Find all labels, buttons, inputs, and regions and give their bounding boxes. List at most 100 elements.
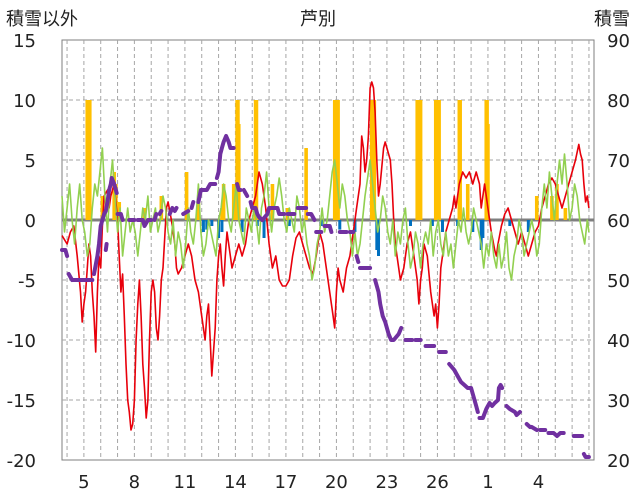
- snow-depth-segment: [60, 248, 70, 258]
- precip-bar: [262, 220, 266, 238]
- precip-bar: [430, 220, 434, 226]
- snow-depth-segment: [167, 206, 179, 216]
- precip-bar: [240, 220, 244, 232]
- chart-title: 芦別: [300, 9, 336, 30]
- x-tick-label: 1: [482, 472, 493, 493]
- snow-depth-segment: [354, 254, 361, 264]
- temperature-line: [61, 81, 590, 431]
- right-tick-label: 90: [607, 31, 630, 52]
- left-tick-label: -10: [7, 331, 36, 352]
- precip-bar: [287, 220, 291, 226]
- sunshine-bar: [550, 196, 554, 220]
- right-y-axis: 90 80 70 60 50 40 30 20: [607, 31, 630, 472]
- snow-depth-segment: [504, 404, 522, 417]
- x-axis: 5 8 11 14 17 20 23 26 1 4: [78, 472, 544, 493]
- precip-bar: [377, 220, 381, 256]
- precip-bar: [338, 220, 342, 230]
- sunshine-bar: [236, 124, 241, 220]
- precip-bar: [408, 220, 412, 226]
- snow-depth-segment: [477, 383, 505, 420]
- left-tick-label: 10: [13, 91, 36, 112]
- snow-depth-segment: [447, 362, 480, 414]
- sunshine-bar: [458, 100, 462, 220]
- left-tick-label: -5: [18, 271, 36, 292]
- right-tick-label: 70: [607, 151, 630, 172]
- snow-depth-segment: [373, 278, 404, 342]
- sunshine-bar: [184, 172, 189, 220]
- snow-depth-segment: [92, 176, 119, 276]
- sunshine-bar: [254, 100, 259, 220]
- sunshine-bar: [555, 184, 559, 220]
- snow-depth-series: [60, 134, 591, 459]
- snow-depth-segment: [115, 212, 125, 222]
- sunshine-bar: [465, 184, 470, 220]
- right-axis-title: 積雪: [594, 9, 630, 30]
- sunshine-bar: [336, 100, 340, 220]
- right-tick-label: 30: [607, 391, 630, 412]
- x-tick-label: 14: [224, 472, 247, 493]
- left-tick-label: -20: [7, 451, 36, 472]
- x-tick-label: 17: [274, 472, 297, 493]
- precip-bar: [526, 220, 530, 232]
- precip-bar: [201, 220, 205, 232]
- left-tick-label: 0: [25, 211, 36, 232]
- sunshine-bar: [372, 100, 377, 220]
- precip-bar: [440, 220, 444, 232]
- x-tick-label: 26: [426, 472, 449, 493]
- sunshine-bar: [418, 100, 423, 220]
- snow-depth-segment: [529, 425, 539, 432]
- sunshine-bar: [87, 100, 92, 220]
- left-tick-label: 15: [13, 31, 36, 52]
- sunshine-bar: [304, 148, 308, 220]
- precip-bar: [210, 220, 214, 226]
- snow-depth-segment: [135, 218, 154, 228]
- snow-depth-segment: [181, 209, 191, 216]
- snow-depth-segment: [322, 224, 334, 234]
- sunshine-bar: [486, 124, 490, 220]
- right-tick-label: 50: [607, 271, 630, 292]
- snow-depth-segment: [546, 431, 566, 438]
- precip-bar: [220, 220, 224, 232]
- sunshine-bar: [221, 184, 226, 220]
- precip-bar: [205, 220, 209, 230]
- right-tick-label: 60: [607, 211, 630, 232]
- right-tick-label: 40: [607, 331, 630, 352]
- snow-depth-segment: [248, 200, 265, 222]
- snow-depth-segment: [260, 206, 287, 222]
- precip-bar: [471, 220, 475, 232]
- sunshine-bar: [196, 202, 201, 220]
- snow-depth-segment: [524, 422, 532, 429]
- precip-bar: [481, 220, 485, 238]
- sunshine-bar: [100, 196, 105, 220]
- sunshine-bar: [270, 184, 275, 220]
- x-tick-label: 4: [533, 472, 544, 493]
- x-tick-label: 8: [129, 472, 140, 493]
- sunshine-bar: [534, 196, 539, 220]
- snow-depth-segment: [581, 452, 591, 459]
- x-tick-label: 23: [375, 472, 398, 493]
- plot-area: [61, 39, 595, 461]
- snow-depth-segment: [235, 182, 243, 192]
- snow-depth-segment: [305, 212, 317, 222]
- snow-depth-segment: [157, 209, 164, 216]
- precip-bar: [508, 220, 512, 226]
- snow-depth-segment: [152, 212, 159, 222]
- right-tick-label: 80: [607, 91, 630, 112]
- snow-depth-segment: [241, 188, 250, 198]
- snow-depth-segment: [103, 242, 109, 252]
- left-y-axis: 15 10 5 0 -5 -10 -15 -20: [7, 31, 36, 472]
- left-tick-label: 5: [25, 151, 36, 172]
- snow-depth-segment: [196, 182, 218, 204]
- snow-depth-segment: [214, 134, 236, 180]
- sunshine-bar: [437, 100, 441, 220]
- sunshine-bar: [563, 208, 568, 220]
- precip-bar: [353, 220, 357, 232]
- precip-bar: [375, 220, 379, 250]
- x-tick-label: 11: [173, 472, 196, 493]
- precip-bar: [479, 220, 483, 250]
- left-tick-label: -15: [7, 391, 36, 412]
- x-tick-label: 5: [78, 472, 89, 493]
- x-tick-label: 20: [325, 472, 348, 493]
- left-axis-title: 積雪以外: [6, 9, 78, 30]
